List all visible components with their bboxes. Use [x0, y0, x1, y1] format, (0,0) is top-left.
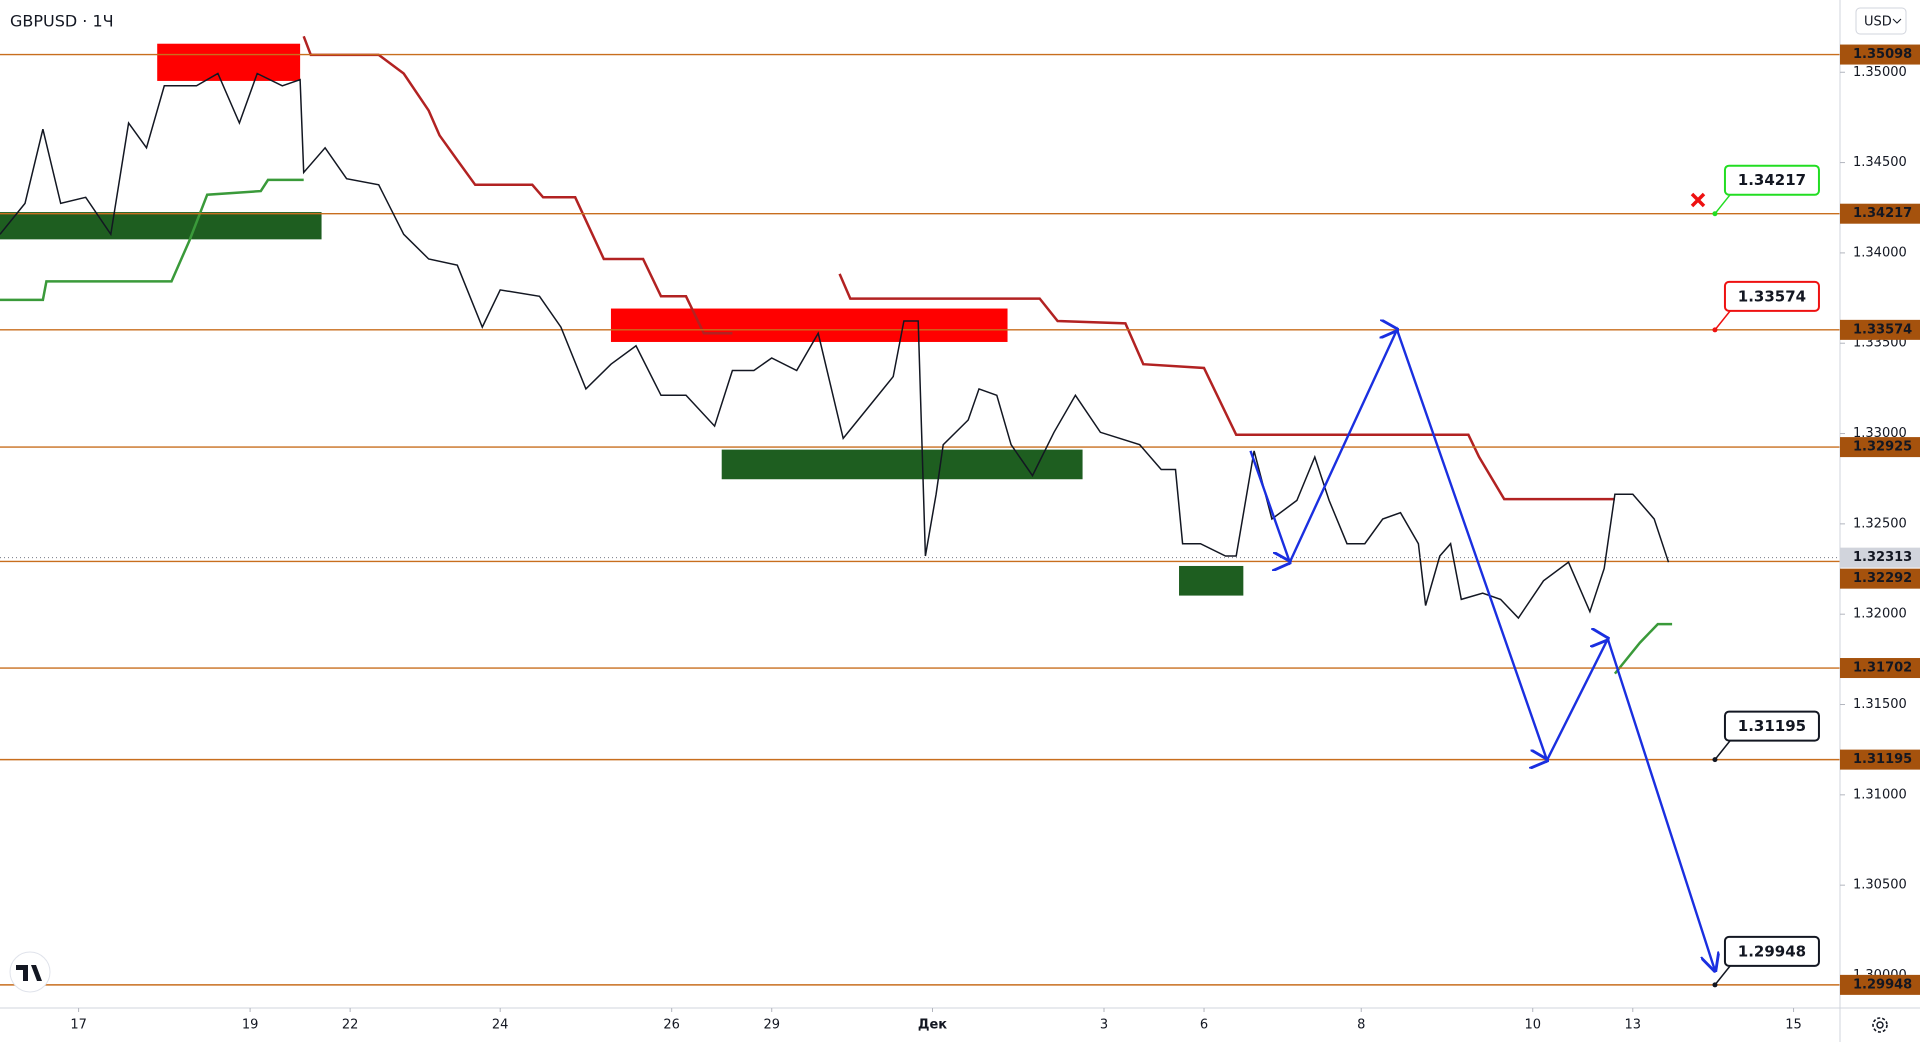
x-tick-label: 19 [242, 1018, 259, 1033]
y-tick-label: 1.32000 [1853, 607, 1907, 622]
callout-anchor [1712, 211, 1718, 217]
x-tick-label: 29 [763, 1018, 780, 1033]
level-label: 1.33574 [1853, 322, 1912, 337]
y-tick-label: 1.31000 [1853, 787, 1907, 802]
callout-box [1723, 935, 1820, 967]
callout-box [1723, 164, 1820, 196]
dropdown-icon[interactable] [1892, 18, 1902, 24]
currency-label[interactable]: USD [1864, 15, 1892, 30]
level-label: 1.31195 [1853, 752, 1912, 767]
zone [1179, 565, 1244, 596]
level-label: 1.34217 [1853, 206, 1912, 221]
symbol-title: GBPUSD · 1Ч [10, 12, 114, 31]
level-label: 1.29948 [1853, 977, 1912, 992]
callout-anchor [1712, 327, 1718, 333]
level-box [1840, 437, 1920, 458]
level-box [1840, 44, 1920, 65]
callout-box [1723, 710, 1820, 742]
x-tick-label: 26 [663, 1018, 680, 1033]
projection-arrow [1249, 330, 1716, 971]
level-label: 1.32292 [1853, 571, 1912, 586]
y-tick-label: 1.35000 [1853, 65, 1907, 80]
x-tick-label: 3 [1100, 1018, 1108, 1033]
y-tick-label: 1.34500 [1853, 155, 1907, 170]
cancel-mark [1690, 192, 1706, 208]
level-box [1840, 974, 1920, 995]
callout-label: 1.29948 [1738, 942, 1806, 960]
y-tick-label: 1.32500 [1853, 516, 1907, 531]
level-box [1840, 568, 1920, 589]
tv-logo [9, 951, 51, 993]
x-tick-label: 22 [342, 1018, 359, 1033]
x-tick-label: 13 [1625, 1018, 1642, 1033]
x-tick-label: 17 [70, 1018, 87, 1033]
last-price-label: 1.32313 [1853, 550, 1912, 565]
callout-box [1723, 280, 1820, 312]
currency-button[interactable] [1855, 7, 1907, 35]
zone [0, 212, 322, 240]
level-box [1840, 319, 1920, 340]
level-box [1840, 658, 1920, 679]
x-tick-label: Дек [918, 1018, 947, 1033]
level-box [1840, 749, 1920, 770]
x-tick-label: 8 [1357, 1018, 1365, 1033]
level-label: 1.32925 [1853, 440, 1912, 455]
y-tick-label: 1.31500 [1853, 697, 1907, 712]
y-tick-label: 1.34000 [1853, 245, 1907, 260]
last-price-box [1840, 547, 1920, 568]
callout-anchor [1712, 757, 1718, 763]
x-tick-label: 10 [1524, 1018, 1541, 1033]
zone [721, 449, 1083, 480]
x-tick-label: 6 [1200, 1018, 1208, 1033]
callout-label: 1.31195 [1738, 717, 1806, 735]
level-box [1840, 203, 1920, 224]
callout-label: 1.34217 [1738, 171, 1806, 189]
plot-area [0, 35, 1840, 986]
level-label: 1.31702 [1853, 661, 1912, 676]
settings-icon[interactable] [1872, 1017, 1888, 1033]
callout-anchor [1712, 982, 1718, 988]
callout-label: 1.33574 [1738, 287, 1806, 305]
zone [610, 308, 1008, 342]
trailing-line [0, 178, 304, 302]
x-tick-label: 15 [1785, 1018, 1802, 1033]
zone [157, 43, 301, 81]
y-tick-label: 1.30500 [1853, 878, 1907, 893]
x-tick-label: 24 [492, 1018, 509, 1033]
level-label: 1.35098 [1853, 47, 1912, 62]
